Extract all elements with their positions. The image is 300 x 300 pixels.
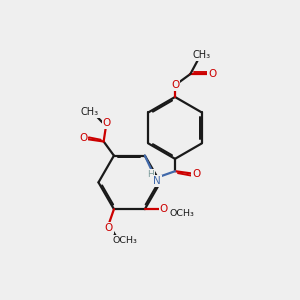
Text: O: O	[79, 133, 87, 143]
Text: O: O	[192, 169, 201, 179]
Text: CH₃: CH₃	[80, 107, 99, 117]
Text: O: O	[103, 118, 111, 128]
Text: OCH₃: OCH₃	[113, 236, 138, 244]
Text: O: O	[208, 69, 217, 79]
Text: CH₃: CH₃	[193, 50, 211, 60]
Text: OCH₃: OCH₃	[169, 209, 194, 218]
Text: O: O	[160, 204, 168, 214]
Text: N: N	[154, 176, 161, 186]
Text: O: O	[171, 80, 179, 90]
Text: H: H	[147, 169, 154, 178]
Text: O: O	[104, 223, 113, 233]
